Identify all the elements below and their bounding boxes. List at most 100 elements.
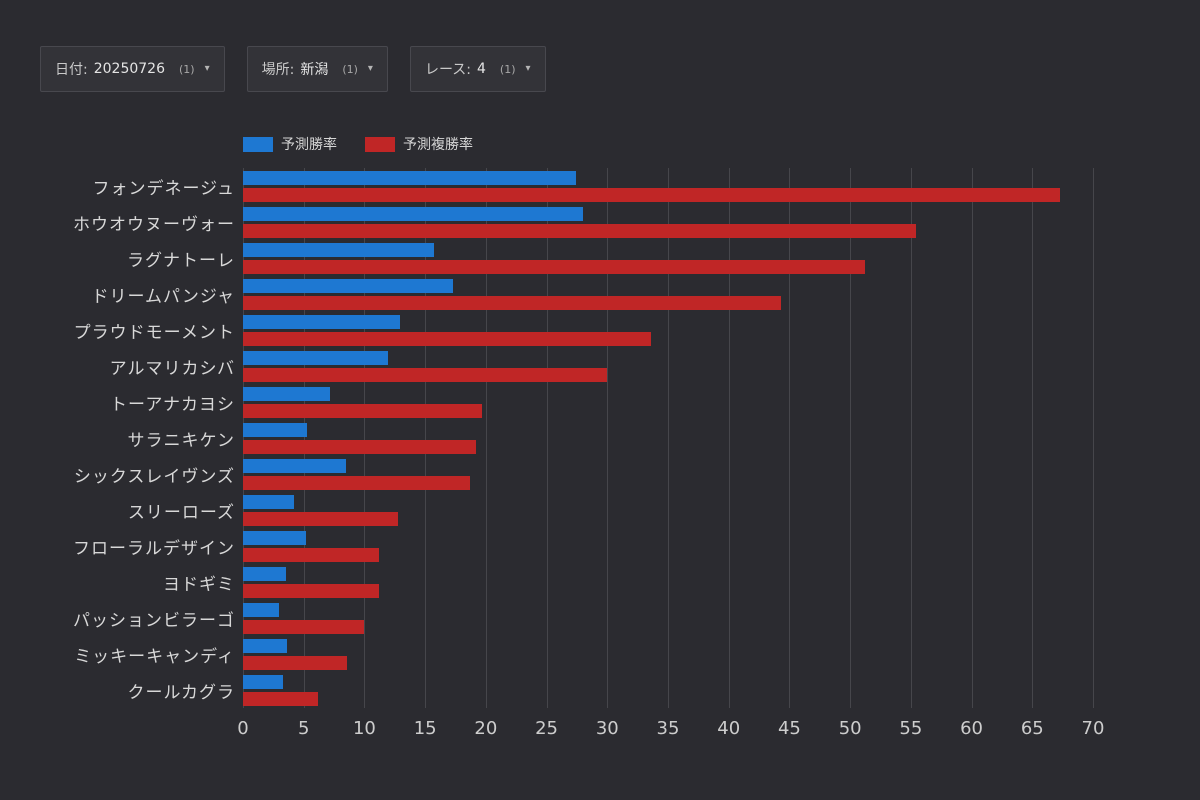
chart-legend: 予測勝率 予測複勝率 [243,134,1200,154]
bar-予測勝率 [243,242,434,257]
bar-group [243,672,1093,708]
bar-group [243,312,1093,348]
category-label: アルマリカシバ [109,358,235,379]
filter-date-label: 日付: [55,62,88,78]
bar-group [243,492,1093,528]
bar-group [243,564,1093,600]
legend-swatch-red [365,136,395,152]
bar-予測勝率 [243,314,400,329]
bar-予測勝率 [243,494,294,509]
gridline [303,168,305,708]
category-label: クールカグラ [127,682,235,703]
bar-group [243,348,1093,384]
bar-予測勝率 [243,674,284,689]
x-axis: 0 5 10 15 20 25 30 35 40 45 50 55 60 65 70 [237,708,1104,742]
chevron-down-icon: ▾ [367,63,373,74]
bar-group [243,204,1093,240]
filter-date-value: 20250726 [93,61,165,77]
chevron-down-icon: ▾ [204,63,210,74]
gridline [243,168,244,708]
bar-groups [243,168,1093,708]
bar-予測勝率 [243,170,576,185]
x-tick-label: 55 [899,718,923,739]
bar-予測複勝率 [243,655,348,670]
bar-予測複勝率 [243,367,608,382]
gridline [971,168,973,708]
category-label: ホウオウヌーヴォー [73,214,235,235]
category-label: ヨドギミ [163,574,235,595]
bar-予測勝率 [243,386,331,401]
bar-予測勝率 [243,566,286,581]
x-tick-label: 5 [297,718,310,739]
filter-place[interactable]: 場所: 新潟 (1) ▾ [246,46,388,92]
bar-予測複勝率 [243,691,319,706]
filter-race[interactable]: レース: 4 (1) ▾ [409,46,546,92]
bar-予測複勝率 [243,331,651,346]
x-tick-label: 45 [777,718,801,739]
category-label: トーアナカヨシ [110,394,235,415]
legend-item-win-rate[interactable]: 予測勝率 [243,134,337,154]
gridline [789,168,791,708]
bar-group [243,420,1093,456]
gridlines [243,168,1094,708]
bar-予測複勝率 [243,511,399,526]
gridline [425,168,427,708]
bar-予測複勝率 [243,547,379,562]
gridline [728,168,730,708]
gridline [607,168,609,708]
category-axis: フォンデネージュ ホウオウヌーヴォー ラグナトーレ ドリームパンジャ プラウドモーメント… [38,168,235,708]
category-label: プラウドモーメント [73,322,235,343]
bar-group [243,168,1093,204]
filter-bar: 日付: 20250726 (1) ▾ 場所: 新潟 (1) ▾ レース: 4 (… [40,46,1200,92]
x-tick-label: 65 [1020,718,1044,739]
x-tick-label: 50 [838,718,862,739]
filter-race-count: (1) [499,62,516,76]
bar-group [243,456,1093,492]
category-label: ラグナトーレ [127,250,235,271]
bar-予測複勝率 [243,583,379,598]
x-tick-label: 0 [237,718,249,739]
bar-予測複勝率 [243,187,1061,202]
category-label: スリーローズ [127,502,235,523]
bar-予測複勝率 [243,619,365,634]
bar-予測複勝率 [243,223,916,238]
bar-予測勝率 [243,278,454,293]
x-tick-label: 30 [595,718,619,739]
category-label: ミッキーキャンディ [74,646,235,667]
gridline [668,168,669,708]
bar-予測複勝率 [243,403,483,418]
bar-予測勝率 [243,638,287,653]
category-label: ドリームパンジャ [91,286,235,307]
bar-予測勝率 [243,350,388,365]
category-label: パッションビラーゴ [73,610,235,631]
filter-date-count: (1) [178,62,195,76]
gridline [1032,168,1034,708]
chart-body: フォンデネージュ ホウオウヌーヴォー ラグナトーレ ドリームパンジャ プラウドモーメント… [38,168,1200,708]
category-label: シックスレイヴンズ [73,466,235,487]
bar-予測勝率 [243,206,583,221]
x-tick-label: 15 [413,718,437,739]
legend-label: 予測複勝率 [403,137,473,153]
filter-race-value: 4 [476,61,486,77]
bar-予測複勝率 [243,259,865,274]
bar-予測複勝率 [243,295,781,310]
filter-place-value: 新潟 [300,62,329,78]
legend-item-place-rate[interactable]: 予測複勝率 [365,134,473,154]
legend-label: 予測勝率 [281,137,337,153]
bar-group [243,636,1093,672]
bar-group [243,600,1093,636]
bar-予測勝率 [243,458,347,473]
bar-group [243,384,1093,420]
filter-race-label: レース: [424,62,471,78]
gridline [850,168,852,708]
bar-予測複勝率 [243,475,471,490]
x-tick-label: 70 [1081,718,1105,739]
bar-group [243,276,1093,312]
bar-予測勝率 [243,602,280,617]
x-tick-label: 25 [535,718,559,739]
category-label: サラニキケン [127,430,235,451]
gridline [910,168,912,708]
x-tick-label: 60 [960,718,984,739]
filter-date[interactable]: 日付: 20250726 (1) ▾ [40,46,225,92]
filter-place-label: 場所: [261,62,295,78]
